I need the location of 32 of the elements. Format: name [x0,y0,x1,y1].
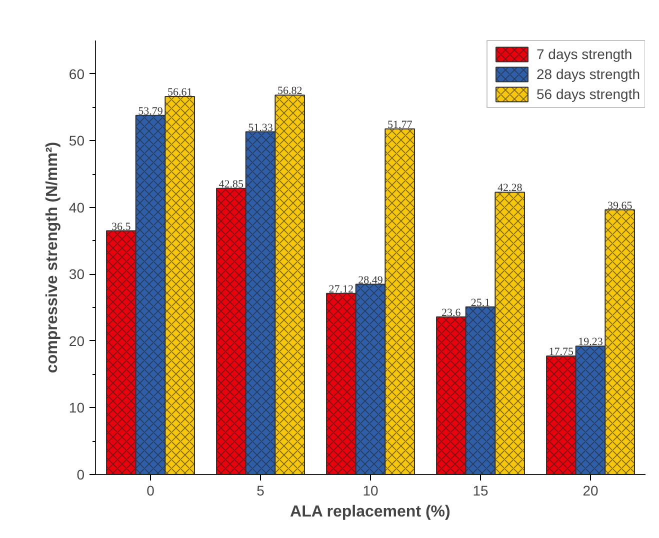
x-tick-label: 10 [362,482,378,498]
y-tick-label: 20 [68,332,85,349]
data-label: 39.65 [607,200,633,212]
data-label: 17.75 [548,346,574,358]
data-label: 28.49 [358,274,384,286]
data-label: 27.12 [328,283,354,296]
y-tick-label: 0 [76,466,85,482]
data-label: 42.85 [218,178,244,190]
y-axis-title: compressive strength (N/mm²) [44,142,61,374]
y-tick-label: 40 [68,199,85,216]
y-tick-label: 50 [68,132,85,149]
legend-label: 7 days strength [536,46,632,62]
data-label: 25.1 [470,296,490,309]
x-tick-label: 20 [582,482,598,498]
y-tick-label: 60 [68,66,85,82]
data-label: 53.79 [138,105,164,118]
data-label: 19.23 [578,336,604,348]
data-label: 51.77 [387,118,413,131]
data-label: 56.61 [167,86,192,99]
legend-label: 56 days strength [536,86,640,102]
y-tick-label: 30 [68,266,85,282]
y-tick-label: 10 [68,400,85,416]
data-label: 23.6 [442,306,462,319]
legend-label: 28 days strength [536,66,640,82]
x-tick-label: 15 [472,482,488,498]
data-label: 56.82 [277,85,302,98]
data-label: 36.5 [112,220,132,233]
data-label: 42.28 [497,182,523,194]
x-tick-label: 5 [256,482,265,498]
x-axis-title: ALA replacement (%) [290,504,450,520]
data-label: 51.33 [248,122,274,134]
x-tick-label: 0 [146,482,155,498]
